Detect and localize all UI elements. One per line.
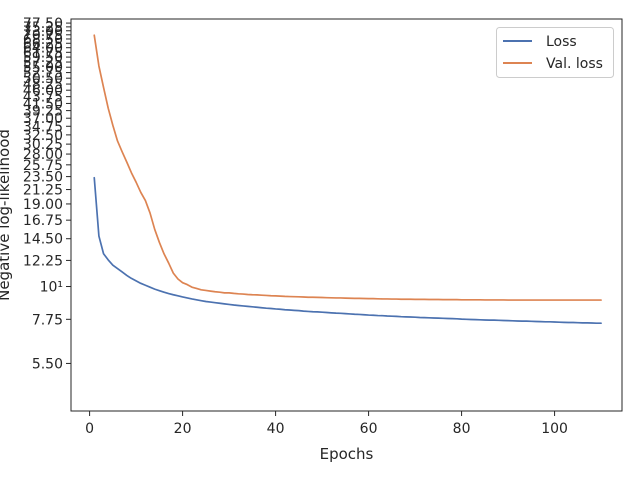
y-tick-label: 70.75 [23,28,63,44]
y-tick-label: 10¹ [40,280,63,296]
y-tick-label: 61.75 [23,45,63,61]
y-tick-label: 50.50 [23,71,63,87]
y-tick-label: 46.00 [23,83,63,99]
x-axis-label: Epochs [320,445,374,463]
x-tick-label: 20 [174,421,192,437]
series-line-loss [93,176,602,325]
legend-label-loss: Loss [546,34,577,50]
y-tick-label: 16.75 [23,213,63,229]
y-tick-label: 23.50 [23,170,63,186]
y-tick-label: 68.50 [23,32,63,48]
y-tick-label: 57.25 [23,55,63,71]
y-tick-label: 52.75 [23,66,63,82]
y-tick-label: 21.25 [23,183,63,199]
x-tick-label: 40 [267,421,285,437]
legend-label-val-loss: Val. loss [546,56,603,72]
y-tick-label: 19.00 [23,197,63,213]
x-tick-label: 100 [541,421,568,437]
y-tick-label: 48.25 [23,77,63,93]
y-tick-label: 75.25 [23,20,63,36]
y-tick-label: 5.50 [32,356,63,372]
y-tick-label: 25.75 [23,158,63,174]
y-tick-label: 43.75 [23,90,63,106]
y-tick-label: 37.00 [23,111,63,127]
y-tick-label: 39.25 [23,104,63,120]
y-tick-label: 32.50 [23,128,63,144]
y-tick-label: 55.00 [23,60,63,76]
y-tick-label: 59.50 [23,50,63,66]
y-tick-label: 7.75 [32,312,63,328]
y-tick-label: 73.00 [23,24,63,40]
y-tick-label: 28.00 [23,147,63,163]
x-tick-label: 80 [453,421,471,437]
legend: Loss Val. loss [496,27,614,78]
y-tick-label: 34.75 [23,119,63,135]
y-tick-label: 30.25 [23,137,63,153]
y-tick-label: 64.00 [23,41,63,57]
y-tick-label: 77.50 [23,16,63,32]
y-tick-label: 14.50 [23,232,63,248]
y-tick-label: 12.25 [23,253,63,269]
y-axis-label: Negative log-likelihood [0,129,13,301]
x-tick-label: 0 [85,421,94,437]
x-tick-label: 60 [360,421,378,437]
series-line-val-loss [93,34,602,301]
y-tick-label: 66.25 [23,36,63,52]
y-tick-label: 41.50 [23,96,63,112]
plot-frame [70,18,623,412]
